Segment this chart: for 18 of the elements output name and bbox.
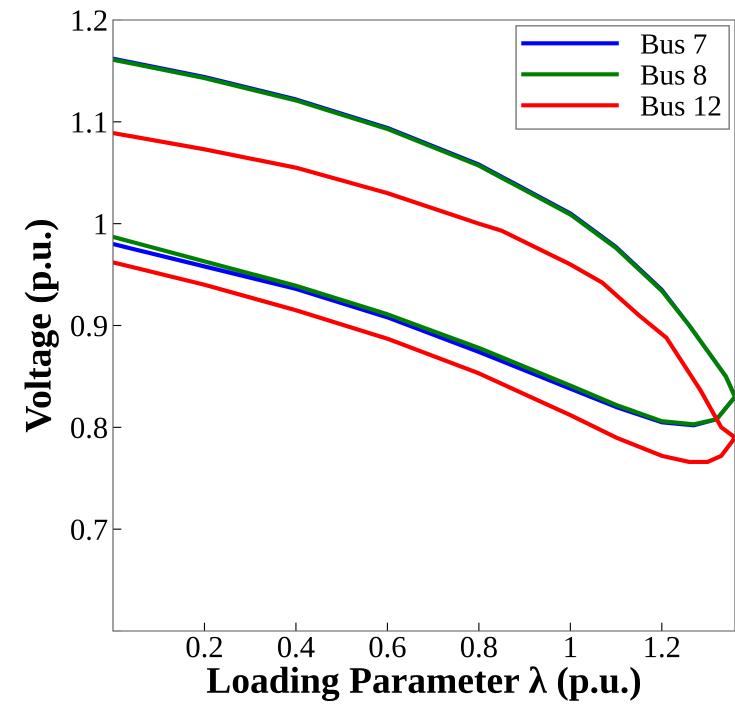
x-tick-label: 0.8 <box>460 636 497 658</box>
legend-label: Bus 8 <box>640 65 706 85</box>
legend-label: Bus 7 <box>640 34 706 54</box>
x-tick-label: 1 <box>565 636 576 658</box>
legend-label: Bus 12 <box>640 96 720 116</box>
x-tick-label: 1.2 <box>645 636 680 658</box>
x-axis-title: Loading Parameter λ (p.u.) <box>206 666 640 702</box>
x-tick-label: 0.4 <box>278 636 315 658</box>
y-tick-label: 0.7 <box>71 519 108 540</box>
y-axis-title: Voltage (p.u.) <box>24 220 59 432</box>
y-tick-label: 1.2 <box>72 10 106 32</box>
y-tick-label: 1 <box>96 214 106 234</box>
y-tick-label: 0.9 <box>71 316 107 337</box>
y-tick-label: 0.8 <box>71 418 107 438</box>
line-series <box>113 130 735 464</box>
x-tick-label: 0.2 <box>186 636 222 658</box>
x-tick-label: 0.6 <box>369 636 406 658</box>
y-tick-label: 1.1 <box>72 112 106 133</box>
